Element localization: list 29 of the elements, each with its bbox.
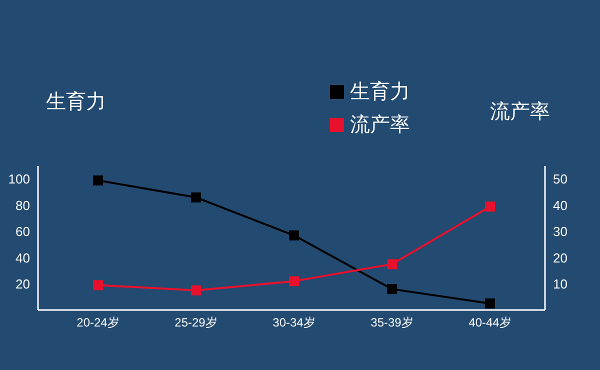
- x-tick-label: 25-29岁: [174, 316, 218, 330]
- x-tick-label: 30-34岁: [272, 316, 316, 330]
- point: [191, 192, 201, 202]
- y2-tick-label: 10: [553, 276, 568, 292]
- x-tick-label: 40-44岁: [468, 316, 512, 330]
- y-axis-title: 生育力: [46, 88, 106, 115]
- y-tick-label: 40: [16, 250, 30, 266]
- y2-tick-label: 20: [553, 250, 568, 266]
- point: [387, 284, 397, 294]
- y-tick-label: 60: [16, 224, 30, 240]
- point: [93, 280, 103, 290]
- legend-label: 流产率: [350, 111, 410, 138]
- point: [289, 230, 299, 240]
- point: [289, 276, 299, 286]
- y-tick-label: 20: [16, 276, 30, 292]
- x-tick-label: 20-24岁: [76, 316, 120, 330]
- y-tick-label: 100: [8, 172, 30, 187]
- point: [485, 202, 495, 212]
- point: [387, 259, 397, 270]
- y2-tick-label: 40: [553, 198, 568, 213]
- point: [93, 175, 103, 186]
- y2-axis-title: 流产率: [490, 98, 550, 125]
- y2-tick-label: 50: [553, 172, 568, 187]
- point: [191, 285, 201, 296]
- y-tick-label: 80: [16, 198, 30, 213]
- point: [485, 298, 495, 308]
- legend-label: 生育力: [350, 78, 410, 105]
- x-tick-label: 35-39岁: [370, 316, 414, 330]
- y2-tick-label: 30: [553, 224, 568, 240]
